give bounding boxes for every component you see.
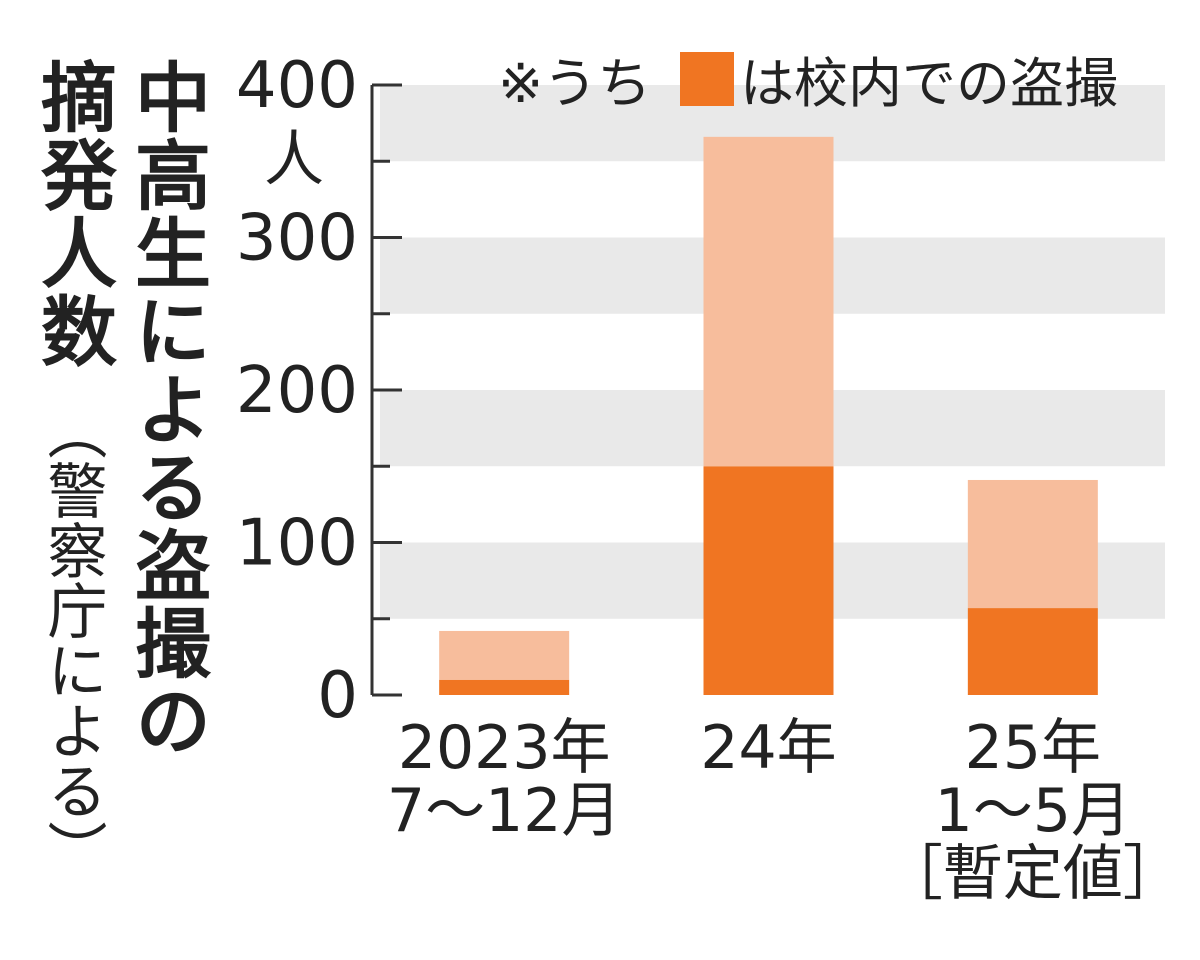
bar-segment-other [703, 136, 834, 467]
x-tick-label: 2023年 [398, 713, 611, 783]
y-tick-label: 100 [236, 507, 358, 581]
legend-swatch [680, 52, 734, 106]
legend-prefix: ※うち [498, 52, 651, 115]
x-tick-label: 1〜5月 [935, 776, 1131, 846]
legend: ※うち は校内での盗撮 [498, 52, 1118, 115]
bars [439, 136, 1098, 695]
bar-segment-other [439, 630, 570, 680]
bar-segment-on-campus [967, 608, 1098, 695]
y-tick-label: 400 [236, 49, 358, 123]
bar-segment-on-campus [703, 466, 834, 695]
legend-suffix: は校内での盗撮 [740, 52, 1118, 115]
x-tick-label: ［暫定値］ [883, 839, 1183, 909]
bar-segment-other [967, 479, 1098, 609]
y-tick-label: 300 [236, 202, 358, 276]
x-tick-label: 7〜12月 [387, 776, 622, 846]
chart-source-note: （警察庁による） [37, 400, 107, 880]
y-tick-label: 200 [236, 354, 358, 428]
bar-segment-on-campus [439, 679, 570, 695]
x-tick-label: 24年 [700, 713, 836, 783]
y-unit-label: 人 [264, 125, 324, 195]
chart-subtitle: 摘発人数 [28, 58, 117, 370]
chart-title: 中高生による盗撮の [122, 58, 211, 760]
x-tick-label: 25年 [965, 713, 1101, 783]
y-tick-label: 0 [317, 659, 358, 733]
